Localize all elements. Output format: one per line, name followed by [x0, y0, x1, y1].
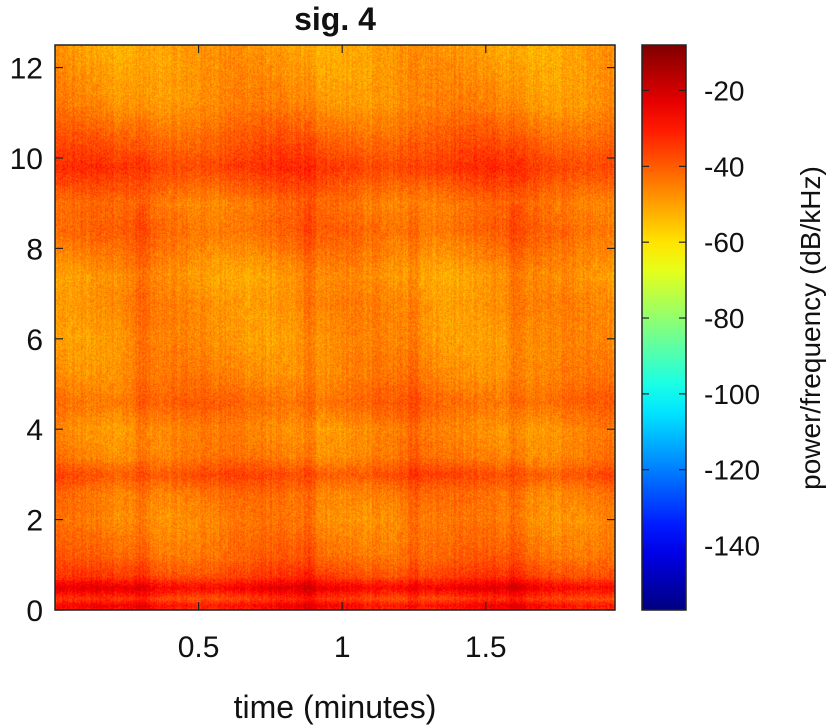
chart-title: sig. 4 — [294, 1, 376, 37]
colorbar-gradient — [642, 45, 686, 610]
colorbar: -20 -40 -60 -80 -100 -120 -140 power/frequency… — [641, 44, 826, 611]
x-axis-ticks: 0.5 1 1.5 — [178, 45, 507, 664]
x-tick-label: 0.5 — [178, 631, 220, 664]
y-tick-label: 4 — [26, 414, 43, 447]
colorbar-tick-label: -80 — [704, 303, 744, 334]
x-tick-label: 1 — [334, 631, 351, 664]
spectrogram-heatmap — [55, 45, 615, 610]
colorbar-label: power/frequency (dB/kHz) — [795, 166, 826, 490]
colorbar-tick-label: -120 — [704, 455, 760, 486]
y-tick-label: 10 — [10, 143, 43, 176]
colorbar-tick-label: -60 — [704, 227, 744, 258]
y-tick-label: 6 — [26, 324, 43, 357]
colorbar-frame — [641, 44, 687, 611]
y-tick-label: 12 — [10, 53, 43, 86]
colorbar-tick-label: -140 — [704, 531, 760, 562]
y-tick-label: 2 — [26, 505, 43, 538]
x-axis-label: time (minutes) — [234, 689, 437, 725]
colorbar-tick-label: -20 — [704, 76, 744, 107]
plot-area: 0.5 1 1.5 0 2 4 6 8 10 12 — [10, 44, 616, 664]
plot-frame — [54, 44, 616, 611]
colorbar-ticks: -20 -40 -60 -80 -100 -120 -140 — [642, 76, 760, 562]
colorbar-tick-label: -40 — [704, 151, 744, 182]
x-tick-label: 1.5 — [465, 631, 507, 664]
y-tick-label: 8 — [26, 233, 43, 266]
colorbar-tick-label: -100 — [704, 379, 760, 410]
y-tick-label: 0 — [26, 595, 43, 628]
y-axis-ticks: 0 2 4 6 8 10 12 — [10, 53, 615, 628]
